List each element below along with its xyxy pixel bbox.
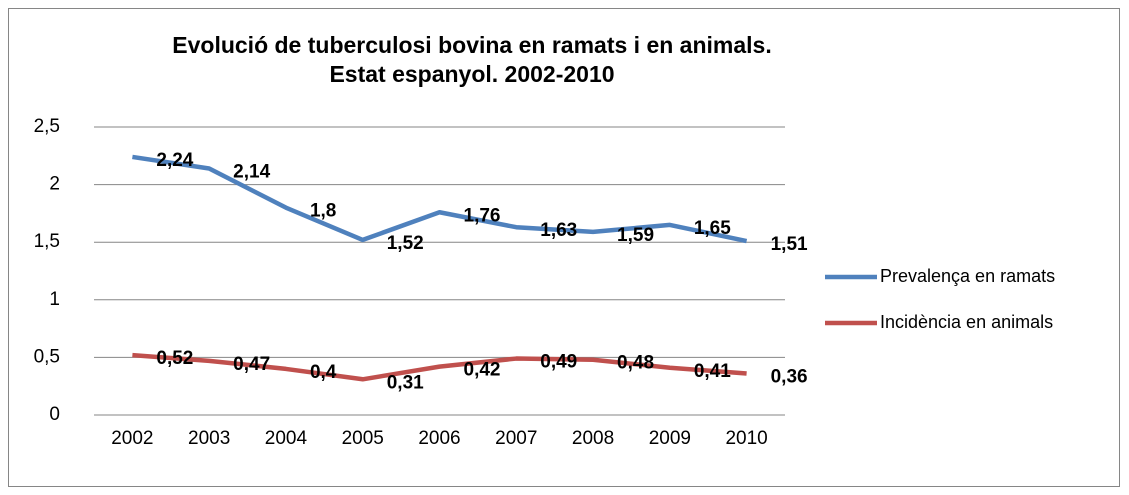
- x-tick-label: 2004: [265, 428, 308, 449]
- data-label: 0,31: [387, 372, 424, 393]
- data-label: 0,48: [617, 353, 654, 374]
- y-tick-label: 2,5: [34, 116, 60, 137]
- y-tick-label: 1,5: [34, 231, 60, 252]
- data-label: 2,14: [233, 161, 270, 182]
- legend-label: Incidència en animals: [880, 312, 1053, 332]
- data-label: 0,36: [771, 367, 808, 388]
- chart-title: Estat espanyol. 2002-2010: [329, 61, 614, 87]
- y-tick-label: 1: [49, 289, 60, 310]
- data-label: 2,24: [156, 150, 193, 171]
- data-label: 0,42: [464, 360, 501, 381]
- data-label: 1,59: [617, 225, 654, 246]
- x-tick-label: 2006: [418, 428, 460, 449]
- y-tick-label: 0: [49, 404, 60, 425]
- x-tick-label: 2003: [188, 428, 230, 449]
- data-label: 1,63: [540, 220, 577, 241]
- data-label: 0,49: [540, 352, 577, 373]
- data-label: 1,51: [771, 234, 808, 255]
- y-tick-label: 2: [49, 174, 60, 195]
- y-tick-label: 0,5: [34, 346, 60, 367]
- chart-title: Evolució de tuberculosi bovina en ramats…: [172, 32, 771, 58]
- x-tick-label: 2009: [649, 428, 691, 449]
- data-label: 1,76: [464, 205, 501, 226]
- x-tick-label: 2010: [725, 428, 767, 449]
- x-tick-label: 2007: [495, 428, 537, 449]
- x-tick-label: 2008: [572, 428, 614, 449]
- chart-frame: [8, 8, 1120, 487]
- legend-label: Prevalença en ramats: [880, 266, 1055, 286]
- data-label: 1,8: [310, 201, 336, 222]
- data-label: 1,65: [694, 218, 731, 239]
- data-label: 0,41: [694, 361, 731, 382]
- data-label: 0,52: [156, 348, 193, 369]
- data-label: 1,52: [387, 233, 424, 254]
- data-label: 0,47: [233, 354, 270, 375]
- series-line: [132, 154, 748, 244]
- data-label: 0,4: [310, 362, 337, 383]
- series-line: [132, 352, 747, 382]
- x-tick-label: 2002: [111, 428, 153, 449]
- x-tick-label: 2005: [342, 428, 384, 449]
